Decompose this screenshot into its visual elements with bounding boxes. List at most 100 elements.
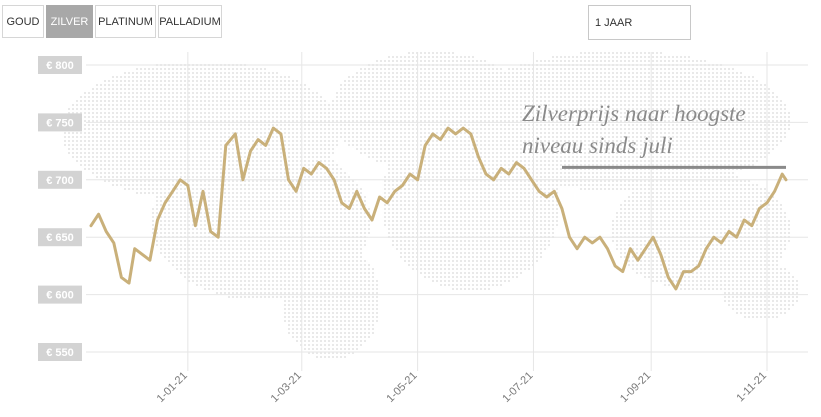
map-dot: [684, 176, 686, 178]
map-dot: [588, 156, 590, 158]
map-dot: [520, 68, 522, 70]
map-dot: [552, 160, 554, 162]
map-dot: [560, 84, 562, 86]
map-dot: [436, 68, 438, 70]
map-dot: [772, 100, 774, 102]
map-dot: [172, 156, 174, 158]
map-dot: [740, 104, 742, 106]
map-dot: [108, 88, 110, 90]
map-dot: [668, 92, 670, 94]
map-dot: [232, 164, 234, 166]
map-dot: [276, 132, 278, 134]
tab-zilver[interactable]: ZILVER: [46, 5, 93, 38]
map-dot: [624, 116, 626, 118]
map-dot: [204, 164, 206, 166]
map-dot: [620, 168, 622, 170]
map-dot: [308, 180, 310, 182]
map-dot: [728, 116, 730, 118]
map-dot: [420, 100, 422, 102]
map-dot: [156, 168, 158, 170]
map-dot: [184, 156, 186, 158]
map-dot: [712, 168, 714, 170]
period-select[interactable]: 1 JAAR: [588, 5, 691, 40]
map-dot: [624, 112, 626, 114]
map-dot: [544, 140, 546, 142]
map-dot: [244, 156, 246, 158]
map-dot: [280, 176, 282, 178]
map-dot: [224, 96, 226, 98]
map-dot: [700, 72, 702, 74]
map-dot: [232, 108, 234, 110]
map-dot: [184, 120, 186, 122]
map-dot: [208, 108, 210, 110]
map-dot: [148, 132, 150, 134]
map-dot: [356, 132, 358, 134]
map-dot: [624, 80, 626, 82]
map-dot: [548, 72, 550, 74]
map-dot: [576, 128, 578, 130]
map-dot: [584, 140, 586, 142]
map-dot: [284, 96, 286, 98]
map-dot: [232, 120, 234, 122]
map-dot: [640, 100, 642, 102]
map-dot: [620, 76, 622, 78]
map-dot: [672, 108, 674, 110]
map-dot: [128, 88, 130, 90]
map-dot: [552, 60, 554, 62]
map-dot: [344, 96, 346, 98]
map-dot: [768, 140, 770, 142]
map-dot: [212, 136, 214, 138]
map-dot: [396, 104, 398, 106]
map-dot: [772, 136, 774, 138]
map-dot: [476, 84, 478, 86]
map-dot: [420, 144, 422, 146]
map-dot: [620, 80, 622, 82]
map-dot: [480, 108, 482, 110]
map-dot: [652, 160, 654, 162]
map-dot: [364, 112, 366, 114]
map-dot: [316, 120, 318, 122]
map-dot: [296, 80, 298, 82]
map-dot: [660, 112, 662, 114]
map-dot: [376, 96, 378, 98]
map-dot: [756, 136, 758, 138]
map-dot: [480, 76, 482, 78]
map-dot: [404, 132, 406, 134]
map-dot: [136, 152, 138, 154]
map-dot: [724, 72, 726, 74]
map-dot: [284, 84, 286, 86]
map-dot: [228, 92, 230, 94]
map-dot: [284, 176, 286, 178]
map-dot: [648, 104, 650, 106]
map-dot: [456, 176, 458, 178]
map-dot: [204, 140, 206, 142]
map-dot: [764, 140, 766, 142]
tab-goud[interactable]: GOUD: [2, 5, 44, 38]
map-dot: [276, 180, 278, 182]
map-dot: [84, 136, 86, 138]
map-dot: [716, 136, 718, 138]
map-dot: [308, 160, 310, 162]
map-dot: [104, 116, 106, 118]
map-dot: [448, 136, 450, 138]
map-dot: [404, 72, 406, 74]
map-dot: [544, 124, 546, 126]
map-dot: [616, 100, 618, 102]
map-dot: [664, 100, 666, 102]
map-dot: [396, 120, 398, 122]
map-dot: [220, 172, 222, 174]
tab-platinum[interactable]: PLATINUM: [95, 5, 156, 38]
map-dot: [456, 80, 458, 82]
map-dot: [148, 84, 150, 86]
map-dot: [712, 72, 714, 74]
map-dot: [436, 132, 438, 134]
map-dot: [164, 156, 166, 158]
map-dot: [656, 124, 658, 126]
map-dot: [752, 80, 754, 82]
map-dot: [320, 124, 322, 126]
tab-palladium[interactable]: PALLADIUM: [158, 5, 222, 38]
map-dot: [124, 140, 126, 142]
map-dot: [116, 160, 118, 162]
map-dot: [564, 124, 566, 126]
map-dot: [512, 124, 514, 126]
